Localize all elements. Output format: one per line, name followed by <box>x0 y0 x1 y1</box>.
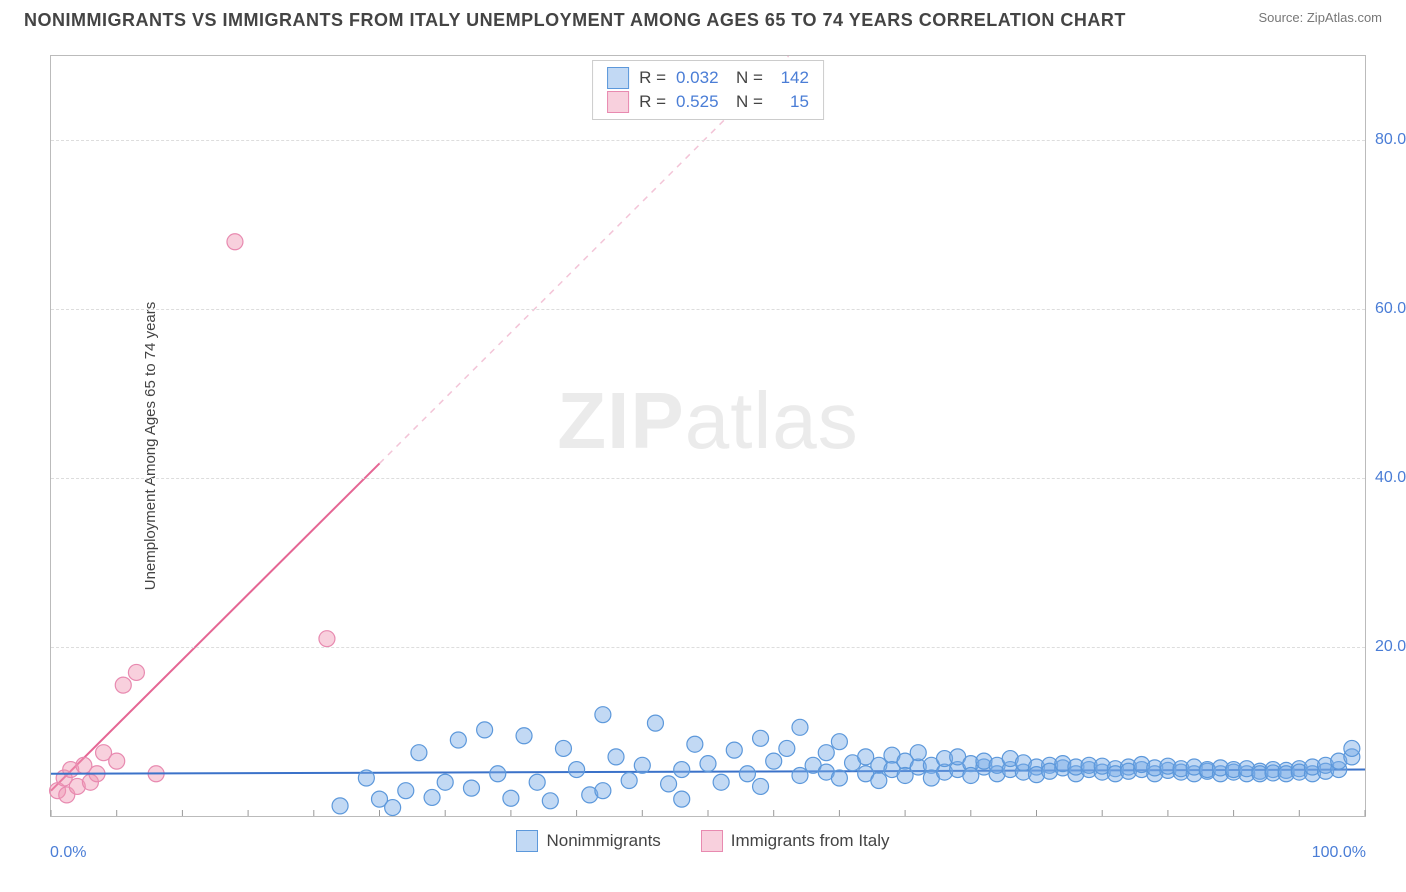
correlation-legend: R = 0.032 N = 142 R = 0.525 N = 15 <box>592 60 824 120</box>
y-tick-label: 40.0% <box>1375 469 1406 487</box>
y-tick-label: 20.0% <box>1375 638 1406 656</box>
gridline <box>51 478 1365 479</box>
chart-source: Source: ZipAtlas.com <box>1258 10 1382 25</box>
legend-swatch <box>607 67 629 89</box>
n-value: 142 <box>773 68 809 88</box>
chart-title: NONIMMIGRANTS VS IMMIGRANTS FROM ITALY U… <box>24 10 1126 31</box>
r-label: R = <box>639 68 666 88</box>
r-value: 0.032 <box>676 68 726 88</box>
y-tick-label: 60.0% <box>1375 300 1406 318</box>
series-legend-item: Nonimmigrants <box>516 830 660 852</box>
scatter-svg <box>51 56 1365 816</box>
series-legend: Nonimmigrants Immigrants from Italy <box>0 830 1406 852</box>
y-tick-label: 80.0% <box>1375 131 1406 149</box>
legend-swatch <box>701 830 723 852</box>
gridline <box>51 647 1365 648</box>
series-legend-item: Immigrants from Italy <box>701 830 890 852</box>
n-value: 15 <box>773 92 809 112</box>
series-legend-label: Nonimmigrants <box>546 831 660 851</box>
correlation-legend-row: R = 0.525 N = 15 <box>607 91 809 113</box>
gridline <box>51 309 1365 310</box>
n-label: N = <box>736 92 763 112</box>
correlation-legend-row: R = 0.032 N = 142 <box>607 67 809 89</box>
chart-plot-area: ZIPatlas 20.0%40.0%60.0%80.0% R =0.032N … <box>50 55 1366 817</box>
r-label: R = <box>639 92 666 112</box>
legend-swatch <box>516 830 538 852</box>
n-label: N = <box>736 68 763 88</box>
gridline <box>51 140 1365 141</box>
r-value: 0.525 <box>676 92 726 112</box>
legend-swatch <box>607 91 629 113</box>
chart-header: NONIMMIGRANTS VS IMMIGRANTS FROM ITALY U… <box>0 0 1406 35</box>
series-legend-label: Immigrants from Italy <box>731 831 890 851</box>
